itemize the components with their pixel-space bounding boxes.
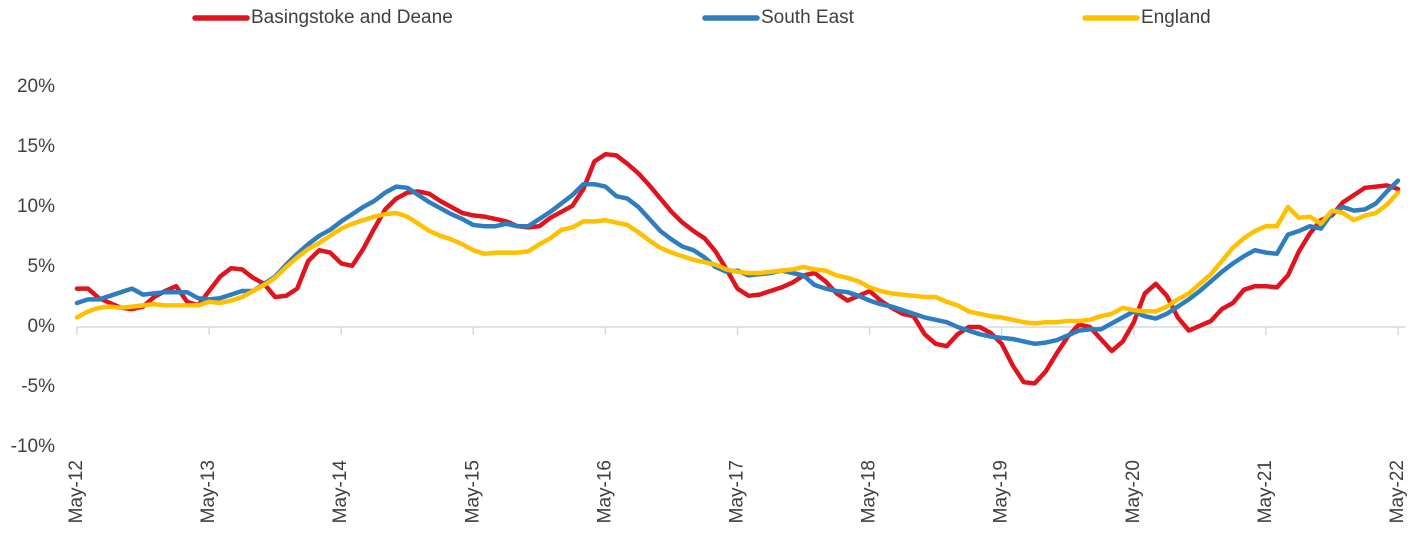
y-tick-label: -10% — [11, 436, 55, 457]
series-line — [74, 178, 1401, 347]
x-tick-label: May-15 — [462, 460, 483, 523]
series-line — [74, 151, 1401, 386]
legend-label: England — [1141, 7, 1211, 28]
series-line — [74, 190, 1401, 326]
x-tick-label: May-17 — [727, 460, 748, 523]
x-tick-label: May-21 — [1255, 460, 1276, 523]
x-tick-label: May-14 — [330, 460, 351, 524]
y-tick-label: -5% — [21, 376, 55, 397]
y-tick-label: 20% — [17, 76, 55, 97]
x-tick-label: May-19 — [991, 460, 1012, 523]
x-tick-label: May-13 — [198, 460, 219, 523]
y-tick-label: 0% — [28, 316, 56, 337]
x-tick-label: May-18 — [859, 460, 880, 523]
y-tick-label: 10% — [17, 196, 55, 217]
x-tick-label: May-16 — [594, 460, 615, 523]
legend-label: South East — [761, 7, 855, 28]
y-tick-label: 15% — [17, 136, 55, 157]
x-tick-label: May-20 — [1123, 460, 1144, 523]
x-tick-label: May-12 — [66, 460, 87, 523]
legend-label: Basingstoke and Deane — [251, 7, 453, 28]
y-tick-label: 5% — [28, 256, 56, 277]
x-tick-label: May-22 — [1387, 460, 1408, 523]
